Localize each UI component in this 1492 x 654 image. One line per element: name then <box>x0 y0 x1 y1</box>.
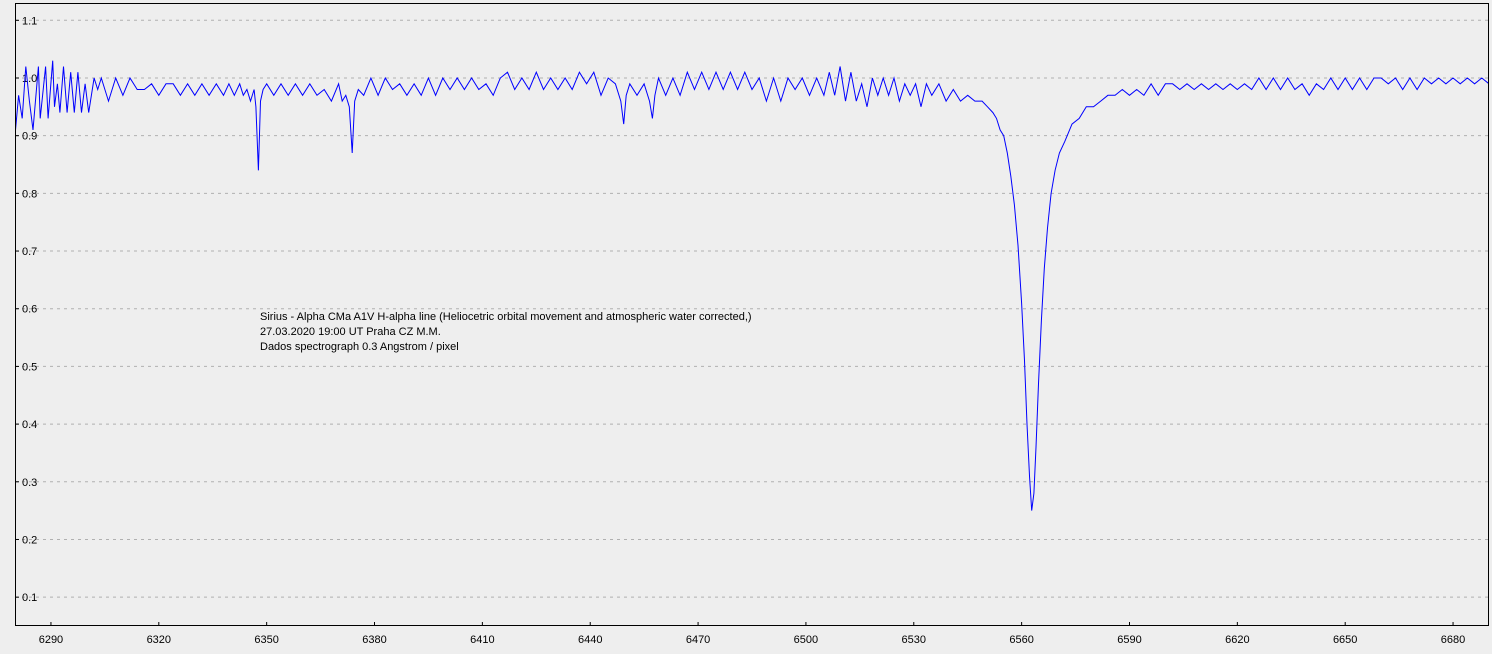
ytick-label: 0.7 <box>22 246 37 258</box>
annotation-line: 27.03.2020 19:00 UT Praha CZ M.M. <box>260 326 441 338</box>
xtick-label: 6500 <box>794 634 818 646</box>
ytick-label: 0.5 <box>22 361 37 373</box>
ytick-label: 0.1 <box>22 592 37 604</box>
xtick-label: 6410 <box>470 634 494 646</box>
xtick-label: 6620 <box>1225 634 1249 646</box>
ytick-label: 0.3 <box>22 477 37 489</box>
xtick-label: 6560 <box>1009 634 1033 646</box>
ytick-label: 1.1 <box>22 15 37 27</box>
spectrum-chart: 0.10.20.30.40.50.60.70.80.91.01.16290632… <box>0 0 1492 654</box>
xtick-label: 6590 <box>1117 634 1141 646</box>
ytick-label: 0.6 <box>22 304 37 316</box>
plot-area <box>15 3 1489 626</box>
xtick-label: 6680 <box>1441 634 1465 646</box>
annotation-line: Sirius - Alpha CMa A1V H-alpha line (Hel… <box>260 311 752 323</box>
ytick-label: 0.9 <box>22 131 37 143</box>
xtick-label: 6470 <box>686 634 710 646</box>
xtick-label: 6380 <box>362 634 386 646</box>
annotation-line: Dados spectrograph 0.3 Angstrom / pixel <box>260 341 459 353</box>
ytick-label: 0.4 <box>22 419 37 431</box>
xtick-label: 6290 <box>39 634 63 646</box>
xtick-label: 6650 <box>1333 634 1357 646</box>
ytick-label: 0.2 <box>22 534 37 546</box>
xtick-label: 6320 <box>147 634 171 646</box>
xtick-label: 6440 <box>578 634 602 646</box>
ytick-label: 0.8 <box>22 188 37 200</box>
xtick-label: 6530 <box>902 634 926 646</box>
xtick-label: 6350 <box>254 634 278 646</box>
